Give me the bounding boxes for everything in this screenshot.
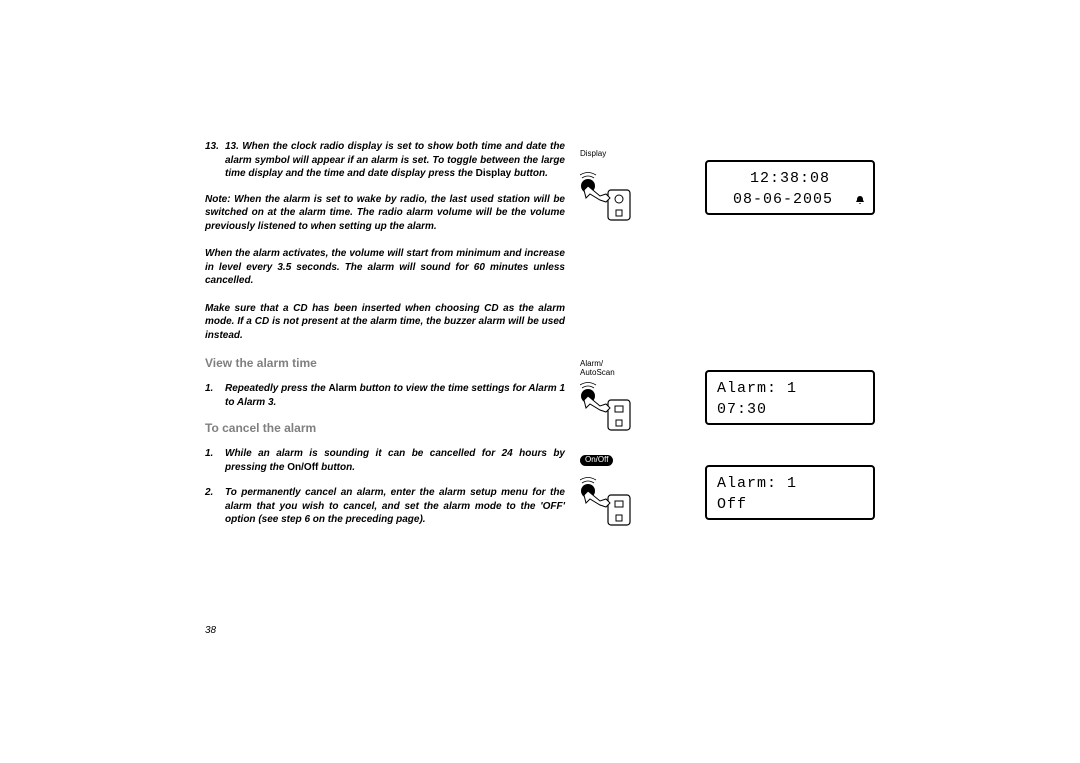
- illustration-row-display: Display 12:38:08 08-06-2005: [580, 160, 880, 240]
- illustration-row-onoff: On/Off Alarm: 1 Off: [580, 465, 880, 545]
- step-text: While an alarm is sounding it can be can…: [225, 448, 565, 473]
- button-label-onoff: On/Off: [580, 455, 613, 466]
- manual-page: 13. 13. When the clock radio display is …: [160, 0, 920, 763]
- lcd-alarm-label: Alarm: 1: [717, 378, 863, 399]
- lcd-screen-3: Alarm: 1 Off: [705, 465, 875, 520]
- lcd-alarm-label: Alarm: 1: [717, 473, 863, 494]
- button-label-display: Display: [580, 150, 606, 159]
- text-column: 13. 13. When the clock radio display is …: [205, 140, 565, 539]
- onoff-pill: On/Off: [580, 455, 613, 466]
- lcd-screen-2: Alarm: 1 07:30: [705, 370, 875, 425]
- step-number: 2.: [205, 486, 213, 500]
- step-text-b: button.: [511, 168, 548, 179]
- lcd-screen-1: 12:38:08 08-06-2005: [705, 160, 875, 215]
- step-number: 1.: [205, 382, 213, 396]
- step-text: Repeatedly press the: [225, 383, 328, 394]
- illustration-column: Display 12:38:08 08-06-2005 Alarm/ AutoS…: [580, 160, 880, 545]
- illustration-row-alarm: Alarm/ AutoScan Alarm: 1 07:30: [580, 370, 880, 450]
- button-label-alarm: Alarm/ AutoScan: [580, 360, 615, 378]
- step-number: 13.: [205, 140, 219, 154]
- lcd-alarm-time: 07:30: [717, 399, 863, 420]
- step-13: 13. 13. When the clock radio display is …: [205, 140, 565, 181]
- press-button-icon: [580, 168, 635, 228]
- step-text-b: button.: [318, 462, 355, 473]
- alarm-button-ref: Alarm: [328, 383, 356, 394]
- cancel-step-2: 2. To permanently cancel an alarm, enter…: [205, 486, 565, 527]
- bell-icon: [855, 195, 865, 205]
- activate-paragraph: When the alarm activates, the volume wil…: [205, 247, 565, 288]
- lcd-date: 08-06-2005: [717, 189, 863, 210]
- lcd-alarm-state: Off: [717, 494, 863, 515]
- view-step-1: 1. Repeatedly press the Alarm button to …: [205, 382, 565, 409]
- press-button-icon: [580, 378, 635, 438]
- lcd-time: 12:38:08: [717, 168, 863, 189]
- step-text: To permanently cancel an alarm, enter th…: [225, 487, 565, 525]
- note-paragraph: Note: When the alarm is set to wake by r…: [205, 193, 565, 234]
- cancel-step-1: 1. While an alarm is sounding it can be …: [205, 447, 565, 474]
- page-number: 38: [205, 625, 216, 636]
- view-alarm-heading: View the alarm time: [205, 356, 565, 370]
- cd-paragraph: Make sure that a CD has been inserted wh…: [205, 302, 565, 343]
- step-number: 1.: [205, 447, 213, 461]
- display-button-ref: Display: [476, 168, 512, 179]
- press-button-icon: [580, 473, 635, 533]
- onoff-button-ref: On/Off: [287, 462, 318, 473]
- cancel-alarm-heading: To cancel the alarm: [205, 421, 565, 435]
